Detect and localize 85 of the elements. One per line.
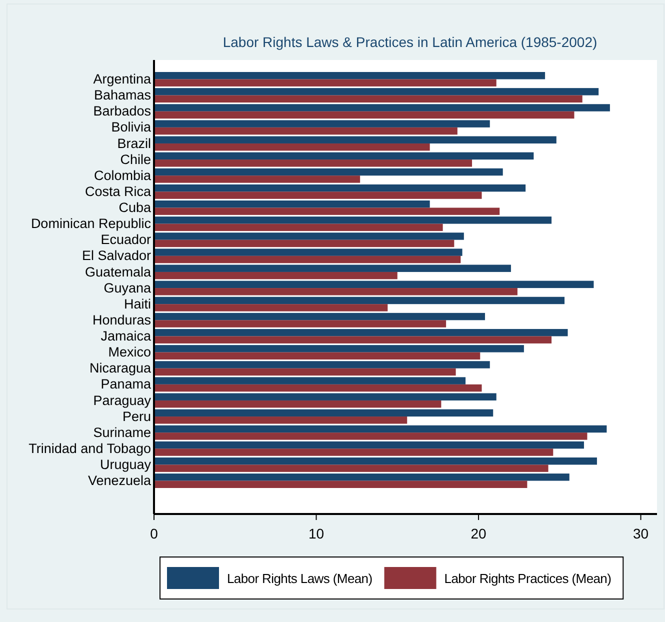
bar <box>154 240 454 248</box>
bar <box>154 264 511 272</box>
bar <box>154 288 518 296</box>
x-tick-label: 0 <box>150 525 158 542</box>
y-tick-label: Panama <box>100 376 152 392</box>
y-tick-label: Guyana <box>104 280 152 296</box>
bar <box>154 312 486 320</box>
y-tick-label: Honduras <box>92 312 152 328</box>
y-tick-label: Barbados <box>93 104 152 119</box>
bar <box>154 328 568 336</box>
bar <box>154 160 472 167</box>
bar <box>154 474 570 481</box>
bar <box>154 336 552 344</box>
bar <box>154 88 599 96</box>
y-tick-label: Dominican Republic <box>30 216 152 232</box>
y-tick-label: Mexico <box>108 344 151 360</box>
bar <box>154 409 494 417</box>
y-tick-label: Chile <box>120 152 151 167</box>
y-tick-label: Cuba <box>118 200 152 216</box>
bar <box>154 368 456 376</box>
bar <box>154 441 584 449</box>
bar <box>154 416 408 424</box>
bar <box>154 152 534 160</box>
bar <box>154 280 594 288</box>
bar <box>154 168 503 176</box>
bar <box>154 200 430 208</box>
bar <box>154 296 565 304</box>
bar <box>154 480 528 488</box>
y-tick-label: Colombia <box>94 168 152 183</box>
x-tick-label: 20 <box>470 525 487 542</box>
y-tick-label: Trinidad and Tobago <box>28 440 151 456</box>
bar <box>154 136 556 144</box>
y-tick-label: Jamaica <box>100 328 152 344</box>
bar <box>154 384 482 392</box>
y-tick-label: Nicaragua <box>89 360 152 376</box>
bar <box>154 72 546 80</box>
bar <box>154 192 482 199</box>
bar <box>154 345 524 352</box>
y-tick-label: Paraguay <box>93 392 152 408</box>
x-tick-label: 10 <box>308 525 324 542</box>
y-tick-label: Brazil <box>117 136 151 151</box>
y-tick-label: Venezuela <box>88 473 152 488</box>
y-tick-label: Bahamas <box>94 88 152 103</box>
bar <box>154 224 443 232</box>
bar <box>154 127 458 135</box>
y-tick-label: Ecuador <box>100 232 152 248</box>
bar <box>154 393 496 400</box>
bar <box>154 272 398 280</box>
chart-title: Labor Rights Laws & Practices in Latin America (1985-2002) <box>222 34 598 50</box>
bar <box>154 143 430 151</box>
bar <box>154 448 554 456</box>
bar <box>154 232 464 240</box>
x-tick-label: 30 <box>632 525 649 542</box>
bar <box>154 256 461 264</box>
bar <box>154 208 500 215</box>
y-tick-label: Guatemala <box>84 264 152 280</box>
y-tick-label: Peru <box>122 408 151 424</box>
bar <box>154 176 360 183</box>
bar <box>154 377 466 384</box>
bar <box>154 184 526 192</box>
legend-label: Labor Rights Laws (Mean) <box>227 571 372 586</box>
bar <box>154 304 388 312</box>
bar <box>154 425 607 433</box>
bar <box>154 216 552 224</box>
y-tick-label: Bolivia <box>111 120 152 135</box>
bar <box>154 248 462 256</box>
y-tick-label: Suriname <box>93 424 151 440</box>
bar <box>154 400 442 408</box>
y-tick-label: Uruguay <box>100 457 152 472</box>
bar <box>154 432 588 440</box>
legend-label: Labor Rights Practices (Mean) <box>444 571 612 586</box>
bar <box>154 464 548 472</box>
bar <box>154 120 490 128</box>
bar <box>154 352 480 360</box>
bar <box>154 457 597 465</box>
bar <box>154 95 582 103</box>
bar <box>154 104 610 112</box>
bar <box>154 361 490 368</box>
y-tick-label: El Salvador <box>82 248 152 264</box>
bar <box>154 320 446 328</box>
y-tick-label: Haiti <box>124 296 151 312</box>
bar <box>154 111 574 119</box>
bar <box>154 79 496 86</box>
y-tick-label: Argentina <box>93 72 152 87</box>
y-tick-label: Costa Rica <box>84 184 152 199</box>
